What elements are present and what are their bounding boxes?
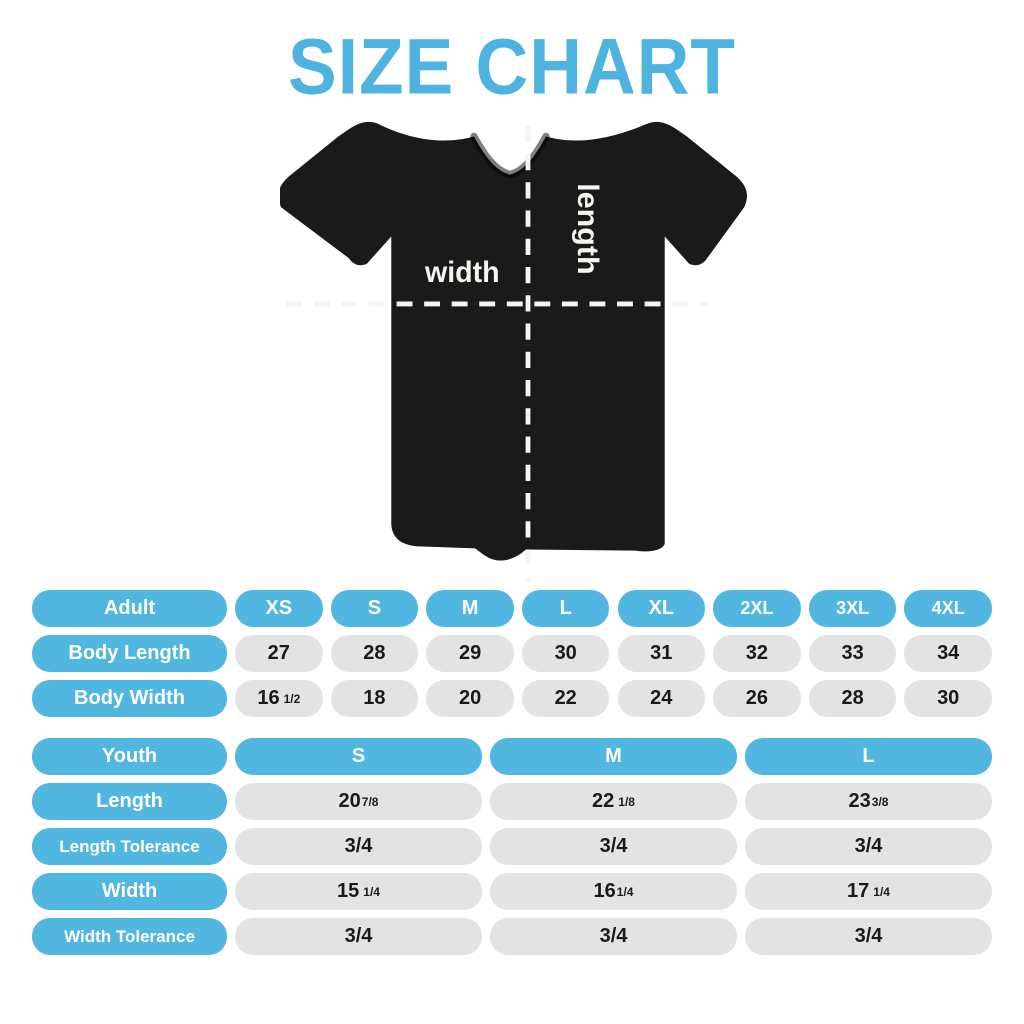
svg-text:length: length — [571, 183, 604, 274]
svg-text:width: width — [424, 257, 500, 289]
